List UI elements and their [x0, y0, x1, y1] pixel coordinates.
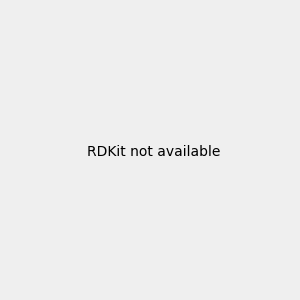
Text: RDKit not available: RDKit not available	[87, 145, 220, 158]
